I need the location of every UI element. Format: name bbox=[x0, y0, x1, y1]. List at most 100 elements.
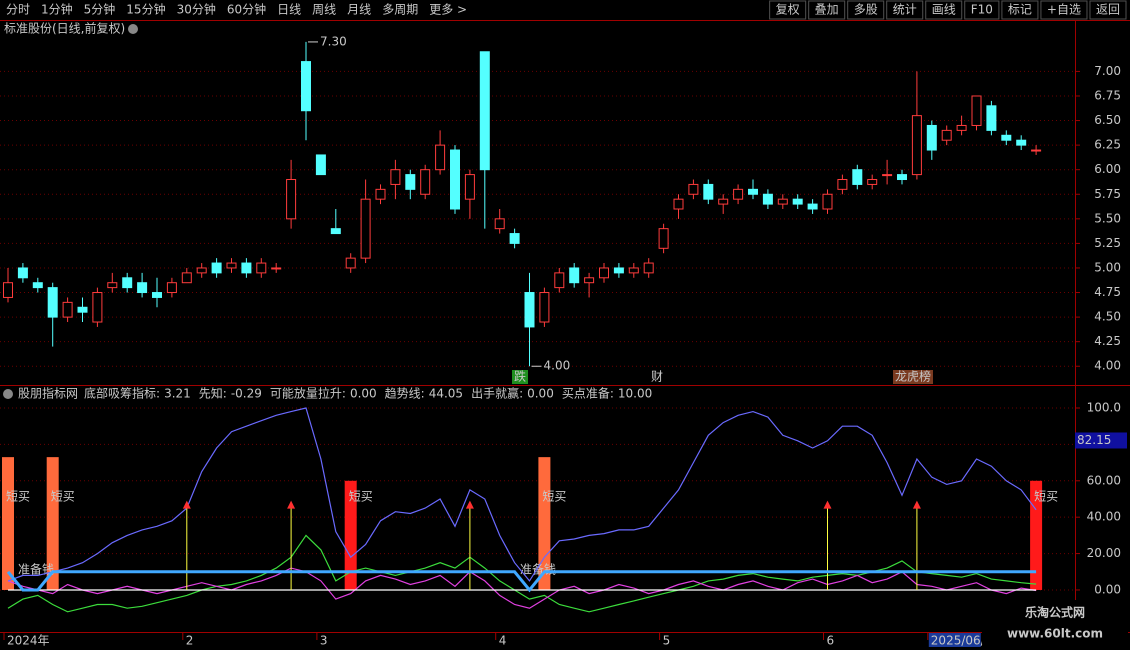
candle-body bbox=[867, 179, 878, 185]
candle-body bbox=[435, 144, 446, 171]
toolbar-item[interactable]: 15分钟 bbox=[126, 2, 165, 17]
candle-body bbox=[17, 267, 28, 279]
toolbar-button[interactable]: F10 bbox=[971, 3, 993, 17]
signal-label: 短买 bbox=[6, 490, 30, 504]
candle-body bbox=[360, 198, 371, 259]
toolbar-button[interactable]: 统计 bbox=[893, 3, 917, 17]
candle-body bbox=[673, 198, 684, 210]
candle-body bbox=[688, 183, 699, 195]
y-tick-label: 60.00 bbox=[1087, 473, 1121, 487]
candle-body bbox=[107, 282, 118, 289]
candle-body bbox=[956, 124, 967, 131]
y-tick-label: 4.00 bbox=[1094, 359, 1121, 373]
watermark-bg bbox=[982, 600, 1128, 644]
legend-name: 趋势线: bbox=[385, 387, 425, 401]
candle-body bbox=[941, 129, 952, 141]
candle-body bbox=[718, 198, 729, 205]
candle-body bbox=[911, 115, 922, 176]
candle-body bbox=[643, 262, 654, 274]
candle-body bbox=[47, 287, 58, 318]
toolbar-item[interactable]: 30分钟 bbox=[177, 2, 216, 17]
legend-name: 先知: bbox=[199, 387, 227, 401]
candle-body bbox=[762, 193, 773, 205]
toolbar-item[interactable]: 60分钟 bbox=[227, 2, 266, 17]
indicator-line bbox=[7, 567, 1037, 609]
watermark-title: 乐淘公式网 bbox=[1025, 605, 1085, 620]
legend-value: 3.21 bbox=[164, 387, 191, 401]
event-marker-bg bbox=[648, 370, 666, 384]
toolbar-button[interactable]: 多股 bbox=[854, 3, 878, 17]
x-tick-label: 5 bbox=[663, 634, 671, 648]
indicator-line bbox=[6, 570, 1037, 593]
candle-body bbox=[3, 282, 13, 298]
signal-bar bbox=[2, 457, 14, 590]
toolbar-button[interactable]: 返回 bbox=[1096, 3, 1120, 17]
event-marker[interactable]: 财 bbox=[651, 370, 663, 384]
candle-body bbox=[1001, 134, 1012, 141]
menu-icon[interactable] bbox=[3, 389, 13, 399]
y-tick-label: 0.00 bbox=[1094, 582, 1121, 596]
candle-body bbox=[226, 262, 237, 269]
chart-title: 标准股份(日线,前复权) bbox=[4, 21, 125, 36]
candle-body bbox=[405, 174, 416, 190]
signal-bar bbox=[1030, 480, 1043, 590]
x-tick-label: 2025/06/ bbox=[931, 634, 986, 648]
candle-body bbox=[569, 267, 580, 284]
candle-body bbox=[777, 198, 788, 205]
signal-bar bbox=[344, 480, 357, 590]
signal-arrow-head bbox=[823, 500, 832, 509]
toolbar-item[interactable]: 周线 bbox=[312, 3, 336, 17]
indicator-title: 股朋指标网 bbox=[18, 386, 78, 401]
legend-value: -0.29 bbox=[231, 387, 262, 401]
candle-body bbox=[196, 267, 207, 274]
toolbar-button[interactable]: +自选 bbox=[1047, 3, 1081, 17]
candle-body bbox=[122, 277, 133, 289]
toolbar-button[interactable]: 复权 bbox=[776, 3, 800, 17]
toolbar-item[interactable]: 日线 bbox=[277, 3, 301, 17]
candle-body bbox=[464, 174, 475, 200]
y-tick-label: 5.50 bbox=[1094, 211, 1121, 225]
legend-name: 可能放量拉升: bbox=[270, 386, 346, 401]
candle-body bbox=[271, 267, 282, 270]
toolbar-button-frame bbox=[1089, 0, 1127, 20]
toolbar-item[interactable]: 多周期 bbox=[382, 3, 418, 17]
y-tick-label: 20.00 bbox=[1087, 546, 1121, 560]
y-tick-label: 4.25 bbox=[1094, 334, 1121, 348]
candle-body bbox=[748, 188, 758, 195]
y-tick-label: 4.50 bbox=[1094, 310, 1121, 324]
toolbar-item[interactable]: 更多 > bbox=[429, 3, 467, 17]
toolbar-button[interactable]: 标记 bbox=[1008, 3, 1032, 17]
menu-icon[interactable] bbox=[128, 24, 138, 34]
candle-body bbox=[599, 267, 609, 279]
axis-marker: 82.15 bbox=[1077, 433, 1111, 447]
candle-body bbox=[315, 154, 326, 176]
candle-body bbox=[554, 272, 565, 289]
x-tick-label: 6 bbox=[827, 634, 835, 648]
toolbar-button[interactable]: 叠加 bbox=[815, 3, 839, 17]
toolbar-button-frame bbox=[1040, 0, 1088, 20]
toolbar-item[interactable]: 月线 bbox=[347, 3, 371, 17]
annotation-label: 准备钱 bbox=[520, 562, 556, 577]
candle-body bbox=[539, 292, 550, 323]
signal-label: 短买 bbox=[349, 490, 373, 504]
candle-body bbox=[509, 233, 520, 244]
toolbar-item[interactable]: 分时 bbox=[6, 3, 30, 17]
y-tick-label: 5.75 bbox=[1094, 187, 1121, 201]
legend-value: 44.05 bbox=[429, 387, 463, 401]
candle-body bbox=[837, 179, 848, 190]
candle-body bbox=[32, 282, 43, 289]
signal-arrow-head bbox=[465, 500, 474, 509]
candle-body bbox=[971, 95, 982, 126]
toolbar-button[interactable]: 画线 bbox=[932, 3, 956, 17]
toolbar-item[interactable]: 5分钟 bbox=[84, 2, 116, 17]
signal-arrow-head bbox=[912, 500, 921, 509]
candle-body bbox=[345, 257, 356, 269]
candle-body bbox=[1031, 149, 1042, 152]
event-marker[interactable]: 跌 bbox=[514, 369, 526, 384]
event-marker[interactable]: 龙虎榜 bbox=[895, 369, 931, 384]
toolbar-item[interactable]: 1分钟 bbox=[41, 2, 73, 17]
y-tick-label: 5.25 bbox=[1094, 236, 1121, 250]
candle-body bbox=[137, 282, 148, 294]
y-tick-label: 6.25 bbox=[1094, 138, 1121, 152]
candle-body bbox=[181, 272, 192, 284]
